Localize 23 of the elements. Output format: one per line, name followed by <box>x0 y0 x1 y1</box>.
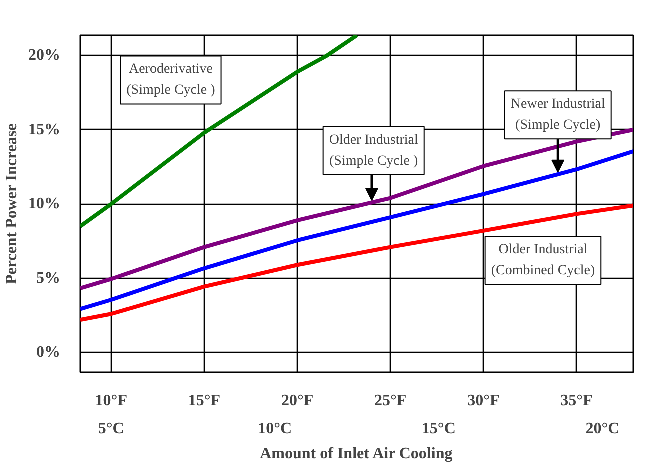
series-label: Aeroderivative (Simple Cycle ) <box>126 62 216 98</box>
x2-tick-label: 20°C <box>586 420 620 438</box>
series-label: Older Industrial (Combined Cycle) <box>491 242 596 279</box>
x-tick-label: 35°F <box>560 392 594 410</box>
x-tick-label: 15°F <box>188 392 221 410</box>
line-series <box>80 204 634 322</box>
y-tick-label: 0% <box>36 344 60 362</box>
y-tick-label: 15% <box>28 121 60 138</box>
x2-tick-label: 15°C <box>422 420 456 438</box>
x-axis-title: Amount of Inlet Air Cooling <box>260 446 453 462</box>
x-tick-label: 30°F <box>468 392 500 410</box>
line-series <box>80 149 634 312</box>
series-label: Newer Industrial (Simple Cycle) <box>510 97 606 134</box>
y-axis-title: Percent Power Increase <box>4 124 20 285</box>
y-tick-label: 10% <box>28 196 60 213</box>
series-label: Older Industrial (Simple Cycle ) <box>329 132 419 169</box>
x2-tick-label: 10°C <box>258 420 292 438</box>
y-tick-label: 20% <box>28 47 60 64</box>
x-tick-label: 10°F <box>95 392 128 410</box>
x2-tick-label: 5°C <box>98 420 124 438</box>
x-tick-label: 25°F <box>374 392 407 410</box>
y-tick-label: 5% <box>36 270 60 287</box>
x-tick-label: 20°F <box>281 392 314 410</box>
